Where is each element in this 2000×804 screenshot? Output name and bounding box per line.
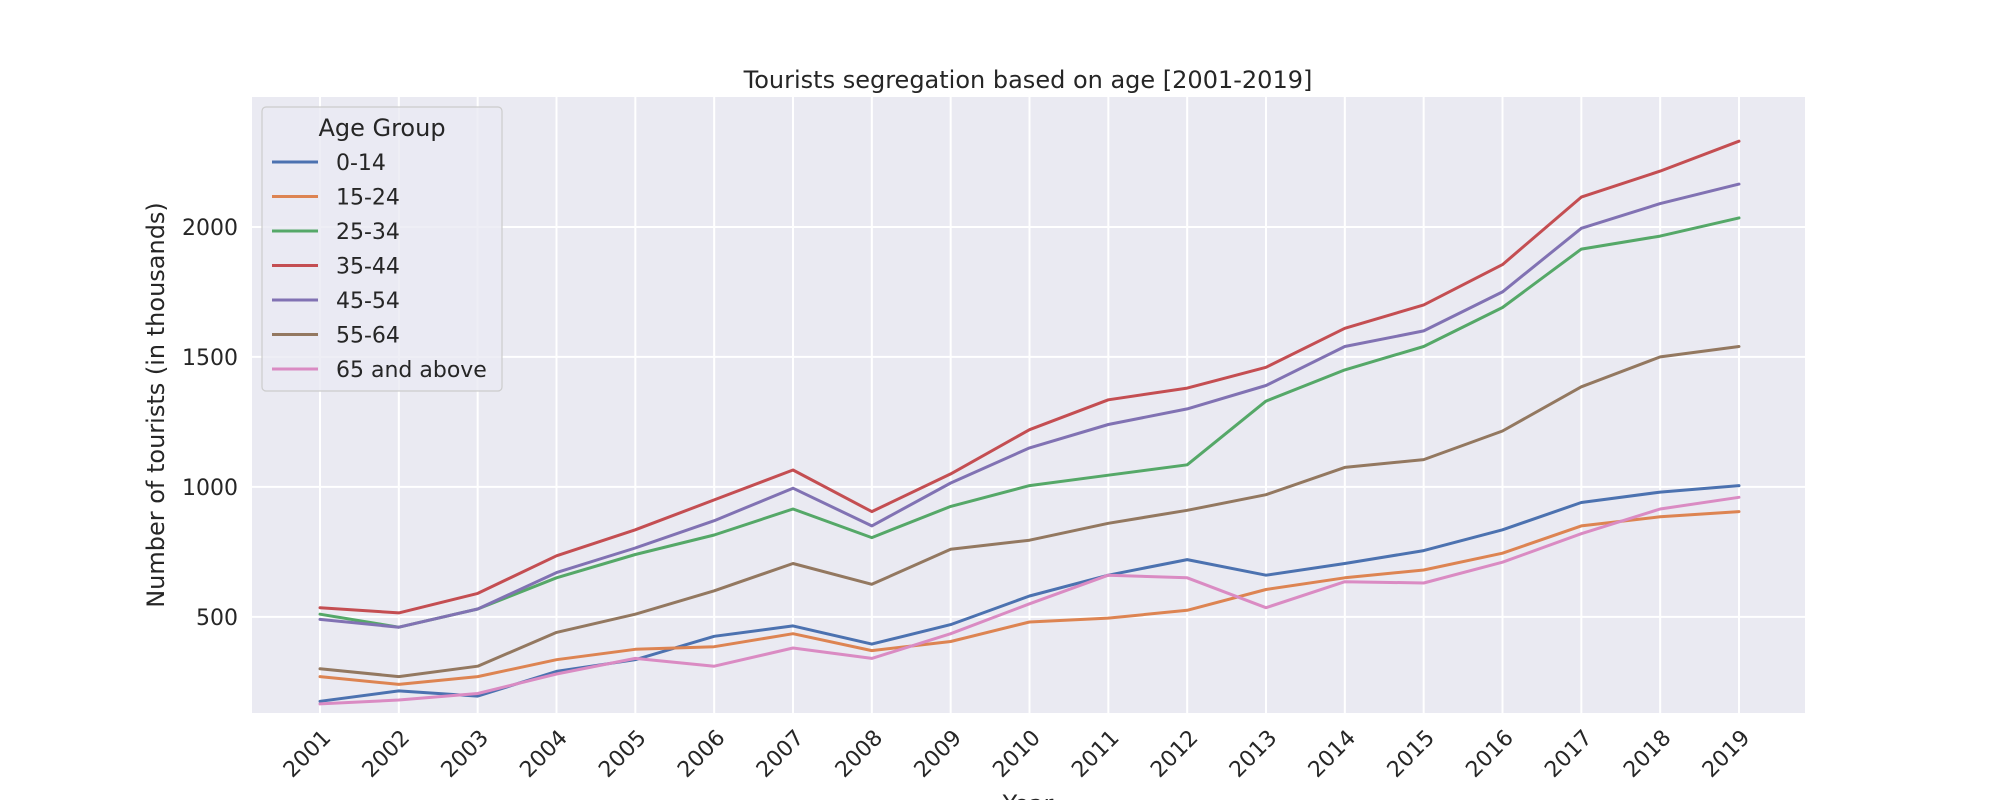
x-tick-label: 2017 [1540, 726, 1597, 783]
legend-items: 0-14 15-24 25-34 35-44 45-54 55-64 65 and abov… [272, 151, 487, 383]
series-line-25-34 [318, 216, 1741, 629]
x-tick-label: 2016 [1461, 726, 1518, 783]
series-line-15-24 [318, 510, 1741, 686]
x-tick-label: 2012 [1146, 726, 1203, 783]
y-tick-label: 1000 [182, 476, 238, 501]
series-line-55-64 [318, 345, 1741, 679]
legend-entry-label: 15-24 [336, 186, 400, 211]
x-tick-label: 2010 [988, 726, 1045, 783]
x-tick-label: 2004 [515, 726, 572, 783]
series-line-45-54 [318, 182, 1741, 629]
legend-entry-label: 55-64 [336, 324, 400, 349]
legend: Age Group 0-14 15-24 25-34 35-44 45-54 55-64 6… [261, 106, 503, 392]
legend-entry-label: 25-34 [336, 220, 400, 245]
legend-title: Age Group [318, 114, 445, 142]
chart-title: Tourists segregation based on age [2001-… [743, 66, 1313, 94]
x-tick-label: 2014 [1304, 726, 1361, 783]
y-axis-ticks: 500 1000 1500 2000 [182, 216, 238, 631]
x-tick-label: 2011 [1067, 726, 1124, 783]
y-axis-label: Number of tourists (in thousands) [142, 202, 170, 608]
x-tick-label: 2019 [1698, 726, 1755, 783]
legend-entry-label: 35-44 [336, 255, 400, 280]
x-tick-label: 2003 [437, 726, 494, 783]
legend-entry-label: 0-14 [336, 151, 386, 176]
y-tick-label: 1500 [182, 346, 238, 371]
legend-box [261, 106, 503, 392]
x-tick-label: 2009 [910, 726, 967, 783]
x-tick-label: 2005 [594, 726, 651, 783]
x-axis-ticks: 2001 2002 2003 2004 2005 2006 2007 2008 2009 2010… [279, 726, 1755, 783]
y-tick-label: 2000 [182, 216, 238, 241]
x-tick-label: 2015 [1383, 726, 1440, 783]
x-axis-label: Year [1002, 790, 1054, 800]
x-tick-label: 2018 [1619, 726, 1676, 783]
x-tick-label: 2002 [358, 726, 415, 783]
legend-entry-label: 45-54 [336, 289, 400, 314]
series-line-35-44 [318, 139, 1741, 615]
legend-entry-label: 65 and above [336, 358, 487, 383]
x-tick-label: 2008 [831, 726, 888, 783]
grid-lines [252, 97, 1805, 713]
series-line-65-and-above [318, 495, 1741, 706]
x-tick-label: 2007 [752, 726, 809, 783]
x-tick-label: 2013 [1225, 726, 1282, 783]
x-tick-label: 2001 [279, 726, 336, 783]
x-tick-label: 2006 [673, 726, 730, 783]
y-tick-label: 500 [196, 606, 238, 631]
series-lines [318, 139, 1741, 706]
series-line-0-14 [318, 484, 1741, 703]
